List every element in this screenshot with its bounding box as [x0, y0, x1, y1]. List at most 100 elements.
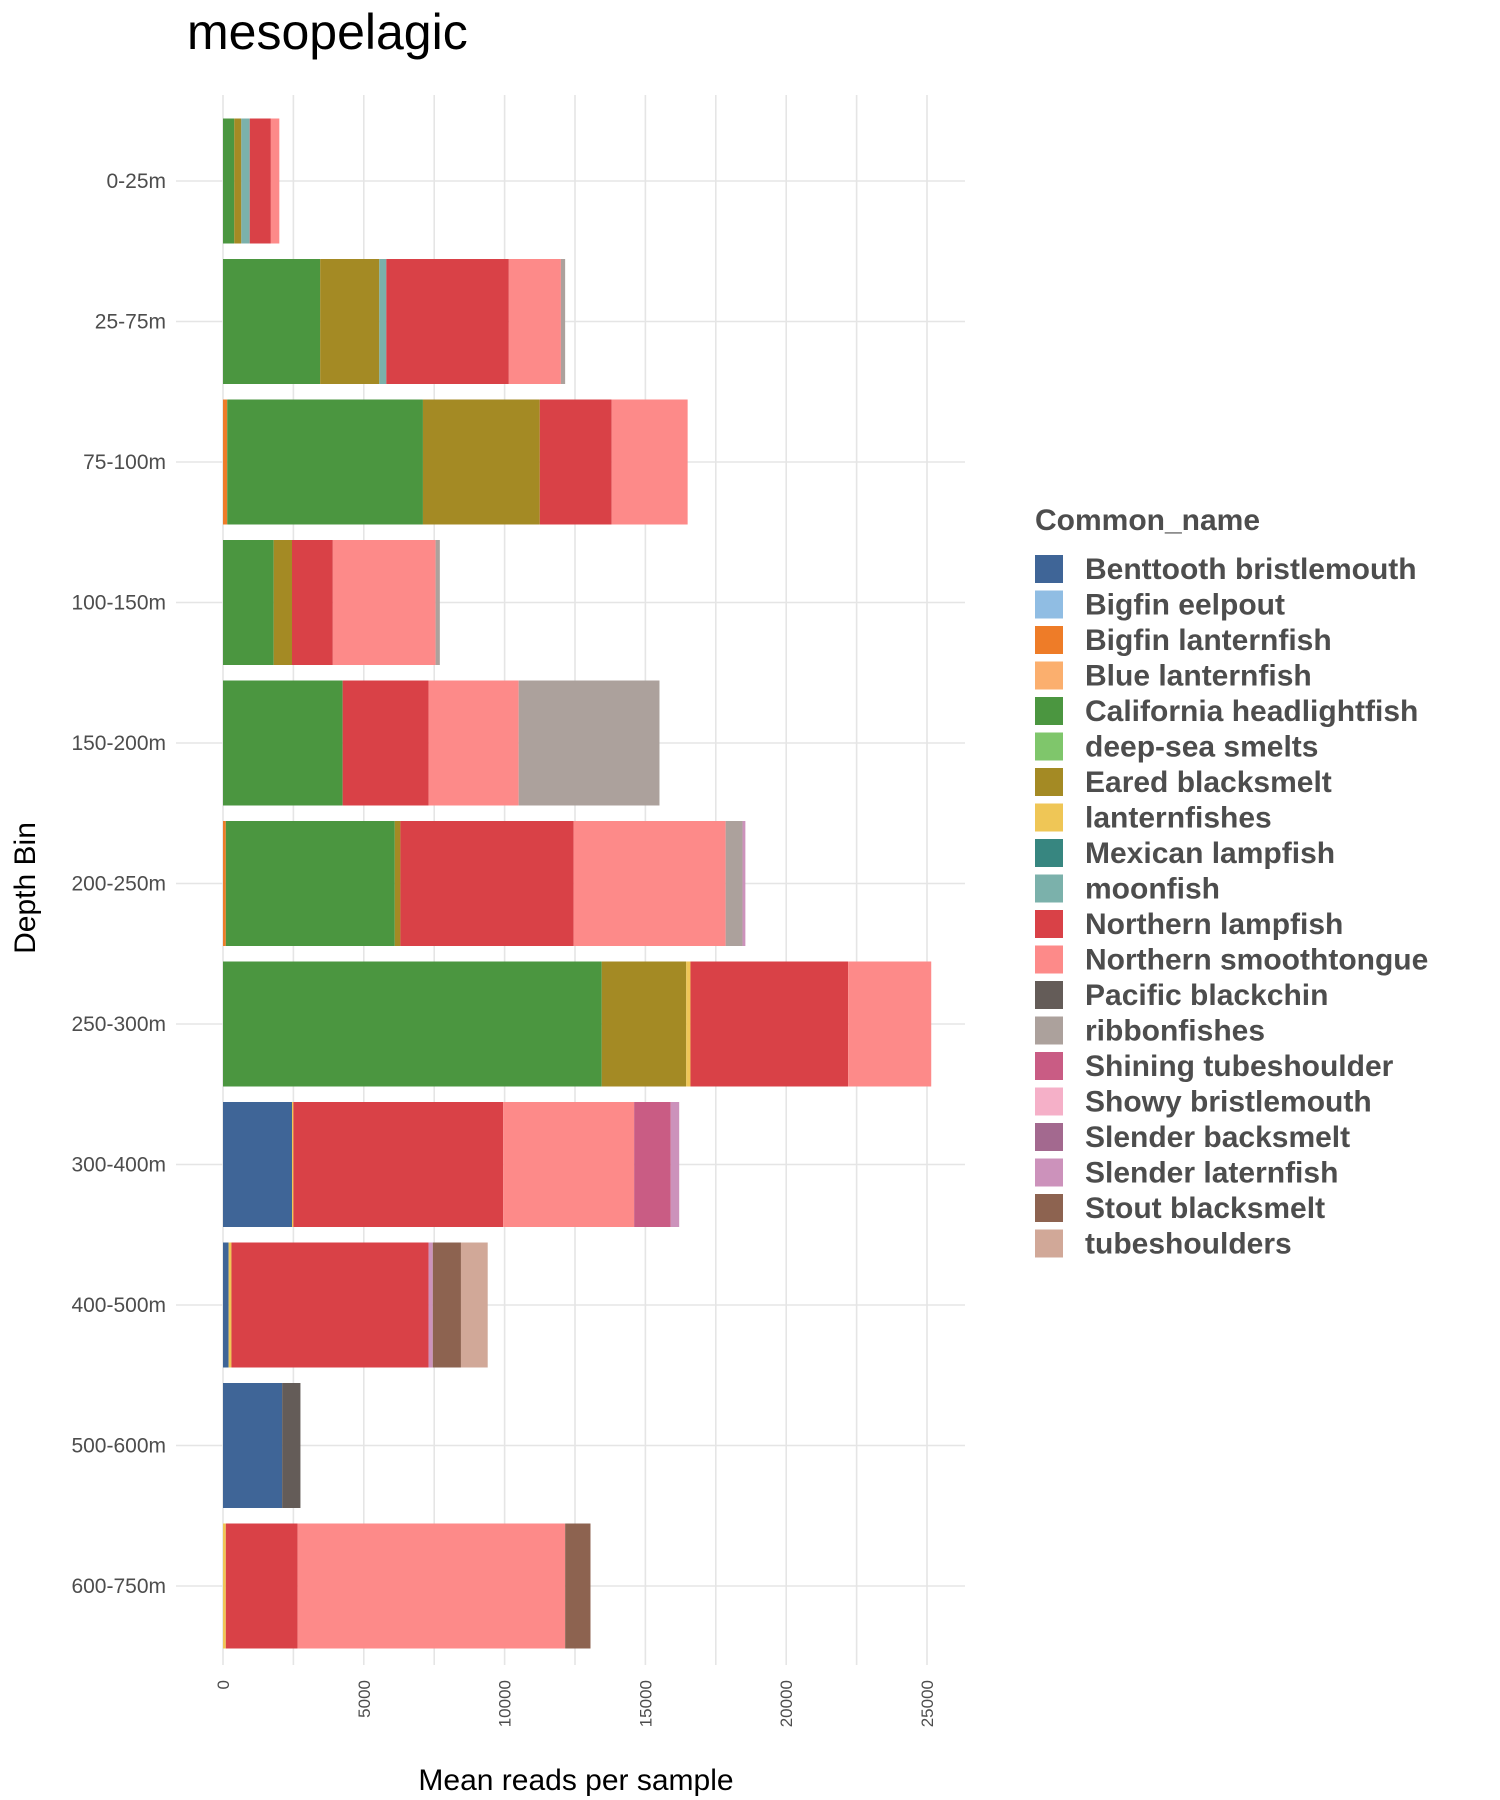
- bar-segment: [223, 118, 235, 244]
- y-tick-label: 75-100m: [83, 451, 166, 474]
- bar-segment: [225, 821, 395, 946]
- legend-label: Benttooth bristlemouth: [1085, 553, 1417, 586]
- bar-segment: [386, 259, 509, 384]
- legend-label: lanternfishes: [1085, 802, 1272, 835]
- legend-key: [1035, 732, 1063, 761]
- bar-segment: [432, 1242, 461, 1368]
- y-tick-label: 200-250m: [71, 873, 166, 896]
- legend-key: [1035, 590, 1063, 619]
- y-tick-label: 500-600m: [71, 1435, 166, 1458]
- legend-label: Northern lampfish: [1085, 908, 1343, 941]
- bar-segment: [249, 118, 271, 244]
- legend-key: [1035, 1087, 1063, 1116]
- bar-segment: [234, 118, 242, 244]
- legend-label: Mexican lampfish: [1085, 837, 1335, 870]
- legend-label: California headlightfish: [1085, 695, 1418, 728]
- legend-label: Eared blacksmelt: [1085, 766, 1332, 799]
- legend-label: tubeshoulders: [1085, 1228, 1292, 1261]
- legend-key: [1035, 874, 1063, 903]
- legend-key: [1035, 839, 1063, 867]
- legend-key: [1035, 555, 1063, 583]
- bar-segment: [270, 118, 280, 244]
- bar-segment: [690, 961, 849, 1087]
- legend-label: Blue lanternfish: [1085, 660, 1312, 693]
- bar-segment: [611, 399, 688, 525]
- y-tick-label: 250-300m: [71, 1013, 166, 1036]
- bar-segment: [223, 961, 602, 1087]
- bar-segment: [332, 540, 436, 665]
- chart-title: mesopelagic: [187, 4, 468, 60]
- bar-segment: [342, 680, 429, 806]
- legend-title: Common_name: [1035, 504, 1260, 537]
- bar-segment: [291, 1102, 294, 1227]
- bar-segment: [273, 540, 292, 665]
- bar-segment: [223, 821, 226, 946]
- y-tick-label: 300-400m: [71, 1154, 166, 1177]
- y-axis-title: Depth Bin: [9, 822, 42, 954]
- y-axis-ticks: 0-25m 25-75m 75-100m 100-150m 150-200m 200-25…: [71, 170, 166, 1598]
- legend-label: Bigfin eelpout: [1085, 589, 1285, 622]
- x-tick-label: 0: [214, 1680, 233, 1689]
- bar-segment: [508, 259, 561, 384]
- bar-segment: [223, 680, 343, 806]
- bar-segment: [394, 821, 401, 946]
- bar-segment: [223, 259, 321, 384]
- legend-label: Slender backsmelt: [1085, 1121, 1350, 1154]
- bar-segment: [291, 540, 333, 665]
- y-tick-label: 25-75m: [95, 311, 166, 334]
- bar-segment: [601, 961, 687, 1087]
- y-tick-label: 150-200m: [71, 732, 166, 755]
- legend-key: [1035, 945, 1063, 974]
- legend-key: [1035, 1052, 1063, 1080]
- legend-key: [1035, 803, 1063, 832]
- legend-key: [1035, 1016, 1063, 1045]
- bar-segment: [742, 821, 746, 946]
- legend-label: moonfish: [1085, 873, 1220, 906]
- legend-label: Shining tubeshoulder: [1085, 1050, 1394, 1083]
- bars: [223, 118, 932, 1649]
- legend-label: Bigfin lanternfish: [1085, 624, 1332, 657]
- legend-key: [1035, 1158, 1063, 1187]
- bar-segment: [428, 680, 519, 806]
- legend-key: [1035, 697, 1063, 725]
- bar-segment: [379, 259, 387, 384]
- legend-key: [1035, 626, 1063, 654]
- bar-segment: [503, 1102, 635, 1227]
- x-axis-ticks: 0 5000 10000 15000 20000 25000: [214, 1680, 937, 1727]
- x-tick-label: 20000: [777, 1680, 796, 1727]
- y-tick-label: 100-150m: [71, 592, 166, 615]
- bar-segment: [560, 259, 566, 384]
- bar-segment: [227, 399, 423, 525]
- bar-segment: [400, 821, 574, 946]
- x-tick-label: 25000: [918, 1680, 937, 1727]
- bar-segment: [422, 399, 540, 525]
- bar-segment: [565, 1523, 591, 1649]
- bar-segment: [634, 1102, 671, 1227]
- legend-key: [1035, 910, 1063, 938]
- bar-segment: [848, 961, 932, 1087]
- x-tick-label: 5000: [355, 1680, 374, 1718]
- bar-segment: [320, 259, 380, 384]
- y-tick-label: 600-750m: [71, 1575, 166, 1598]
- legend-key: [1035, 1229, 1063, 1258]
- legend-label: ribbonfishes: [1085, 1015, 1265, 1048]
- legend-key: [1035, 1123, 1063, 1151]
- bar-segment: [573, 821, 726, 946]
- x-axis-title: Mean reads per sample: [418, 1764, 733, 1797]
- y-tick-label: 400-500m: [71, 1294, 166, 1317]
- bar-segment: [428, 1242, 433, 1368]
- legend-label: Northern smoothtongue: [1085, 944, 1428, 977]
- x-tick-label: 10000: [496, 1680, 515, 1727]
- legend-label: deep-sea smelts: [1085, 731, 1318, 764]
- legend-label: Pacific blackchin: [1085, 979, 1328, 1012]
- bar-segment: [460, 1242, 488, 1368]
- bar-segment: [223, 540, 274, 665]
- bar-segment: [282, 1383, 301, 1508]
- bar-segment: [518, 680, 660, 806]
- legend-key: [1035, 1194, 1063, 1222]
- bar-segment: [223, 1242, 229, 1368]
- bar-segment: [241, 118, 250, 244]
- legend-key: [1035, 661, 1063, 690]
